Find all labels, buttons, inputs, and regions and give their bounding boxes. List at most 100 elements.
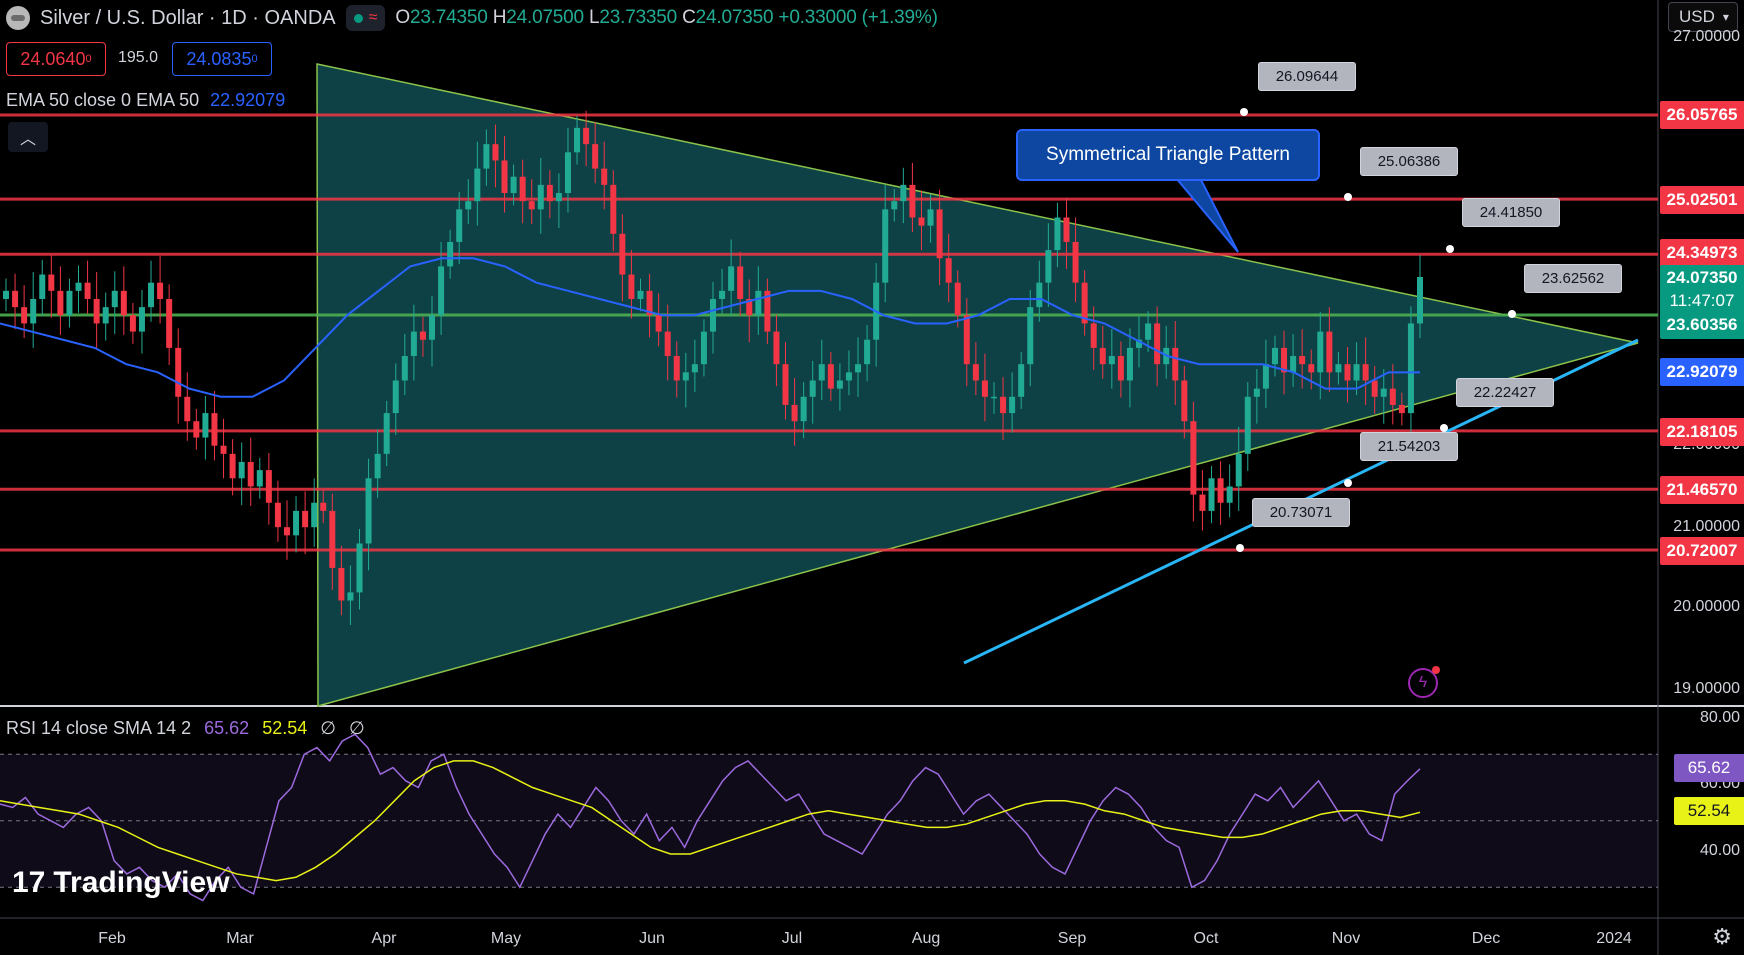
candle-body xyxy=(1000,396,1007,414)
candle-body xyxy=(102,307,109,324)
price-axis-tick: 27.00000 xyxy=(1673,28,1740,45)
candle-body xyxy=(429,315,436,340)
candle-body xyxy=(1389,388,1396,405)
gear-icon[interactable]: ⚙ xyxy=(1712,924,1732,949)
price-callout[interactable]: 22.22427 xyxy=(1456,378,1554,407)
chevron-down-icon: ▾ xyxy=(1722,10,1729,24)
candle-body xyxy=(465,201,472,210)
candle-body xyxy=(818,364,825,381)
lightning-icon[interactable]: ϟ xyxy=(1408,666,1440,698)
last-price-label: 24.07350 xyxy=(1660,265,1744,291)
candle-body xyxy=(682,372,689,381)
pattern-annotation[interactable]: Symmetrical Triangle Pattern xyxy=(1016,129,1320,181)
candle-body xyxy=(1181,380,1188,422)
candle-body xyxy=(501,160,508,194)
candle-body xyxy=(148,282,155,308)
candle-body xyxy=(936,209,943,259)
candle-body xyxy=(700,331,707,365)
candle-body xyxy=(628,274,635,299)
candle-body xyxy=(1199,494,1206,511)
candle-body xyxy=(1398,404,1405,414)
candle-body xyxy=(1136,339,1143,348)
price-callout[interactable]: 23.62562 xyxy=(1524,264,1622,293)
time-axis-tick: Jul xyxy=(781,930,803,947)
time-axis-tick: May xyxy=(490,930,522,947)
candle-body xyxy=(356,543,363,593)
candle-body xyxy=(1362,364,1369,381)
candle-body xyxy=(48,274,55,291)
candle-body xyxy=(909,184,916,218)
candle-body xyxy=(347,592,354,601)
candle-body xyxy=(1326,331,1333,373)
sell-button[interactable]: 24.0640 0 xyxy=(6,42,106,76)
callout-anchor xyxy=(1446,245,1454,253)
candle-body xyxy=(601,168,608,185)
close-value: 24.07350 xyxy=(695,7,774,28)
data-stream-icon: ≈ xyxy=(368,9,378,26)
candle-body xyxy=(283,527,290,536)
price-callout[interactable]: 21.54203 xyxy=(1360,432,1458,461)
ema-legend[interactable]: EMA 50 close 0 EMA 50 22.92079 xyxy=(6,90,285,111)
callout-anchor xyxy=(1344,479,1352,487)
price-callout[interactable]: 20.73071 xyxy=(1252,498,1350,527)
candle-body xyxy=(981,380,988,397)
candle-body xyxy=(1117,356,1124,381)
rsi-band xyxy=(0,754,1658,888)
candle-body xyxy=(1054,217,1061,251)
candle-body xyxy=(247,461,254,487)
candle-body xyxy=(274,502,281,528)
currency-select[interactable]: USD ▾ xyxy=(1668,2,1738,32)
candle-body xyxy=(664,331,671,357)
candle-body xyxy=(1380,388,1387,397)
candle-body xyxy=(57,290,64,316)
buy-button[interactable]: 24.0835 0 xyxy=(172,42,272,76)
candle-body xyxy=(1417,276,1423,324)
candle-body xyxy=(184,396,191,422)
rsi-legend[interactable]: RSI 14 close SMA 14 2 65.62 52.54 ∅ ∅ xyxy=(6,718,365,739)
candle-body xyxy=(855,364,862,373)
candle-body xyxy=(1407,323,1414,414)
candle-body xyxy=(1081,282,1088,324)
level-label: 23.60356 xyxy=(1660,311,1744,339)
candle-body xyxy=(111,290,118,308)
candle-body xyxy=(30,298,37,324)
candle-body xyxy=(1253,388,1260,397)
tradingview-logo[interactable]: 17 TradingView xyxy=(12,866,230,899)
candle-body xyxy=(1172,347,1179,381)
candle-body xyxy=(728,266,735,291)
candle-body xyxy=(1317,331,1324,373)
silver-symbol-icon xyxy=(6,6,30,30)
candle-body xyxy=(1226,486,1233,503)
candle-body xyxy=(836,380,843,389)
rsi-sma-line xyxy=(0,760,1421,882)
price-callout[interactable]: 25.06386 xyxy=(1360,147,1458,176)
level-label: 25.02501 xyxy=(1660,186,1744,214)
candle-body xyxy=(229,453,236,479)
candle-body xyxy=(1072,241,1079,283)
candle-body xyxy=(710,298,716,332)
change-value: +0.33000 (+1.39%) xyxy=(778,7,938,28)
time-axis-tick: Feb xyxy=(98,930,126,947)
time-axis-tick: Dec xyxy=(1471,930,1501,947)
candle-body xyxy=(293,510,300,536)
candle-body xyxy=(120,290,127,316)
candle-body xyxy=(945,258,952,283)
candle-body xyxy=(510,176,517,194)
ohlc-readout: O23.74350 H24.07500 L23.73350 C24.07350 … xyxy=(395,7,938,28)
rsi-line xyxy=(0,733,1421,902)
price-axis-tick: 21.00000 xyxy=(1673,518,1740,535)
candle-body xyxy=(637,290,644,299)
rsi-axis-tick: 80.00 xyxy=(1699,709,1740,726)
price-callout[interactable]: 26.09644 xyxy=(1258,62,1356,91)
candle-body xyxy=(1018,364,1025,397)
time-axis-tick: Apr xyxy=(371,930,397,947)
market-open-icon xyxy=(353,13,363,23)
collapse-legend-button[interactable]: ︿ xyxy=(8,122,48,152)
market-status-pill[interactable]: ≈ xyxy=(345,5,386,31)
symbol-header: Silver / U.S. Dollar · 1D · OANDA ≈ O23.… xyxy=(6,4,938,32)
time-axis-tick: Nov xyxy=(1331,930,1361,947)
price-callout[interactable]: 24.41850 xyxy=(1462,198,1560,227)
symbol-title[interactable]: Silver / U.S. Dollar · 1D · OANDA xyxy=(40,6,336,29)
rsi-axis-tick: 40.00 xyxy=(1699,842,1740,859)
